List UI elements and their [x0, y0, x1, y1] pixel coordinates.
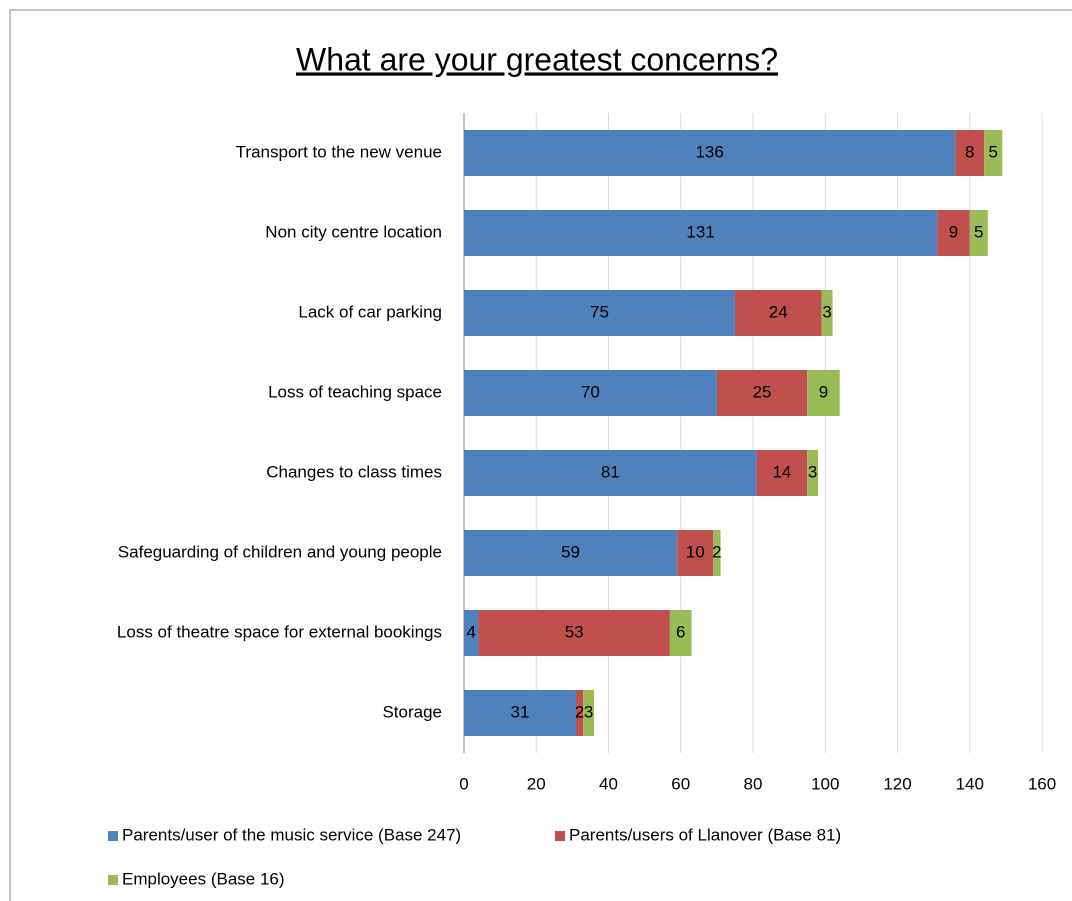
data-label: 5	[988, 142, 997, 161]
bar-segment	[734, 290, 822, 336]
data-label: 4	[466, 622, 475, 641]
data-label: 3	[808, 462, 817, 481]
x-tick-label: 20	[527, 774, 546, 793]
legend-label: Parents/users of Llanover (Base 81)	[569, 825, 841, 844]
bar-segment	[716, 370, 808, 416]
data-label: 25	[753, 382, 772, 401]
legend-swatch	[108, 831, 118, 841]
bar-segment	[575, 690, 584, 736]
bar-segment	[713, 530, 721, 576]
bar-segment	[669, 610, 692, 656]
data-label: 14	[772, 462, 791, 481]
bar-segment	[756, 450, 808, 496]
bar-segment	[937, 210, 970, 256]
data-label: 9	[819, 382, 828, 401]
x-tick-label: 120	[883, 774, 911, 793]
y-tick-label: Lack of car parking	[298, 302, 442, 321]
bar-segment	[969, 210, 988, 256]
bar-segment	[677, 530, 714, 576]
bar-segment	[464, 450, 757, 496]
data-label: 53	[565, 622, 584, 641]
data-label: 9	[949, 222, 958, 241]
data-label: 3	[822, 302, 831, 321]
bar-segment	[464, 530, 678, 576]
y-tick-label: Loss of teaching space	[268, 382, 442, 401]
data-label: 75	[590, 302, 609, 321]
bar-segment	[984, 130, 1003, 176]
data-label: 2	[575, 702, 584, 721]
data-label: 59	[561, 542, 580, 561]
x-tick-label: 140	[956, 774, 984, 793]
x-tick-label: 80	[744, 774, 763, 793]
data-label: 136	[695, 142, 723, 161]
bar-segment	[464, 370, 717, 416]
bar-segment	[464, 210, 938, 256]
bar-segment	[807, 450, 819, 496]
bar-segment	[583, 690, 595, 736]
y-tick-label: Loss of theatre space for external booki…	[117, 622, 442, 641]
bar-segment	[821, 290, 833, 336]
legend-swatch	[555, 831, 565, 841]
data-label: 2	[712, 542, 721, 561]
bar-segment	[478, 610, 670, 656]
bar-segment	[807, 370, 840, 416]
data-label: 24	[769, 302, 788, 321]
data-label: 6	[676, 622, 685, 641]
data-label: 70	[581, 382, 600, 401]
legend-swatch	[108, 875, 118, 885]
x-tick-label: 160	[1028, 774, 1056, 793]
y-tick-label: Non city centre location	[265, 222, 442, 241]
x-tick-label: 100	[811, 774, 839, 793]
legend-label: Parents/user of the music service (Base …	[122, 825, 461, 844]
legend-label: Employees (Base 16)	[122, 869, 285, 888]
x-tick-label: 0	[459, 774, 468, 793]
data-label: 10	[686, 542, 705, 561]
bar-segment	[464, 290, 735, 336]
y-tick-label: Storage	[382, 702, 442, 721]
data-label: 5	[974, 222, 983, 241]
bar-segment	[464, 690, 576, 736]
x-tick-label: 40	[599, 774, 618, 793]
bar-segment	[464, 610, 479, 656]
bar-segment	[955, 130, 985, 176]
data-label: 131	[686, 222, 714, 241]
y-tick-label: Safeguarding of children and young peopl…	[118, 542, 442, 561]
chart-title: What are your greatest concerns?	[296, 41, 778, 77]
x-tick-label: 60	[671, 774, 690, 793]
bar-segment	[464, 130, 956, 176]
y-tick-label: Transport to the new venue	[236, 142, 442, 161]
data-label: 8	[965, 142, 974, 161]
data-label: 3	[584, 702, 593, 721]
data-label: 81	[601, 462, 620, 481]
y-tick-label: Changes to class times	[266, 462, 442, 481]
data-label: 31	[511, 702, 530, 721]
